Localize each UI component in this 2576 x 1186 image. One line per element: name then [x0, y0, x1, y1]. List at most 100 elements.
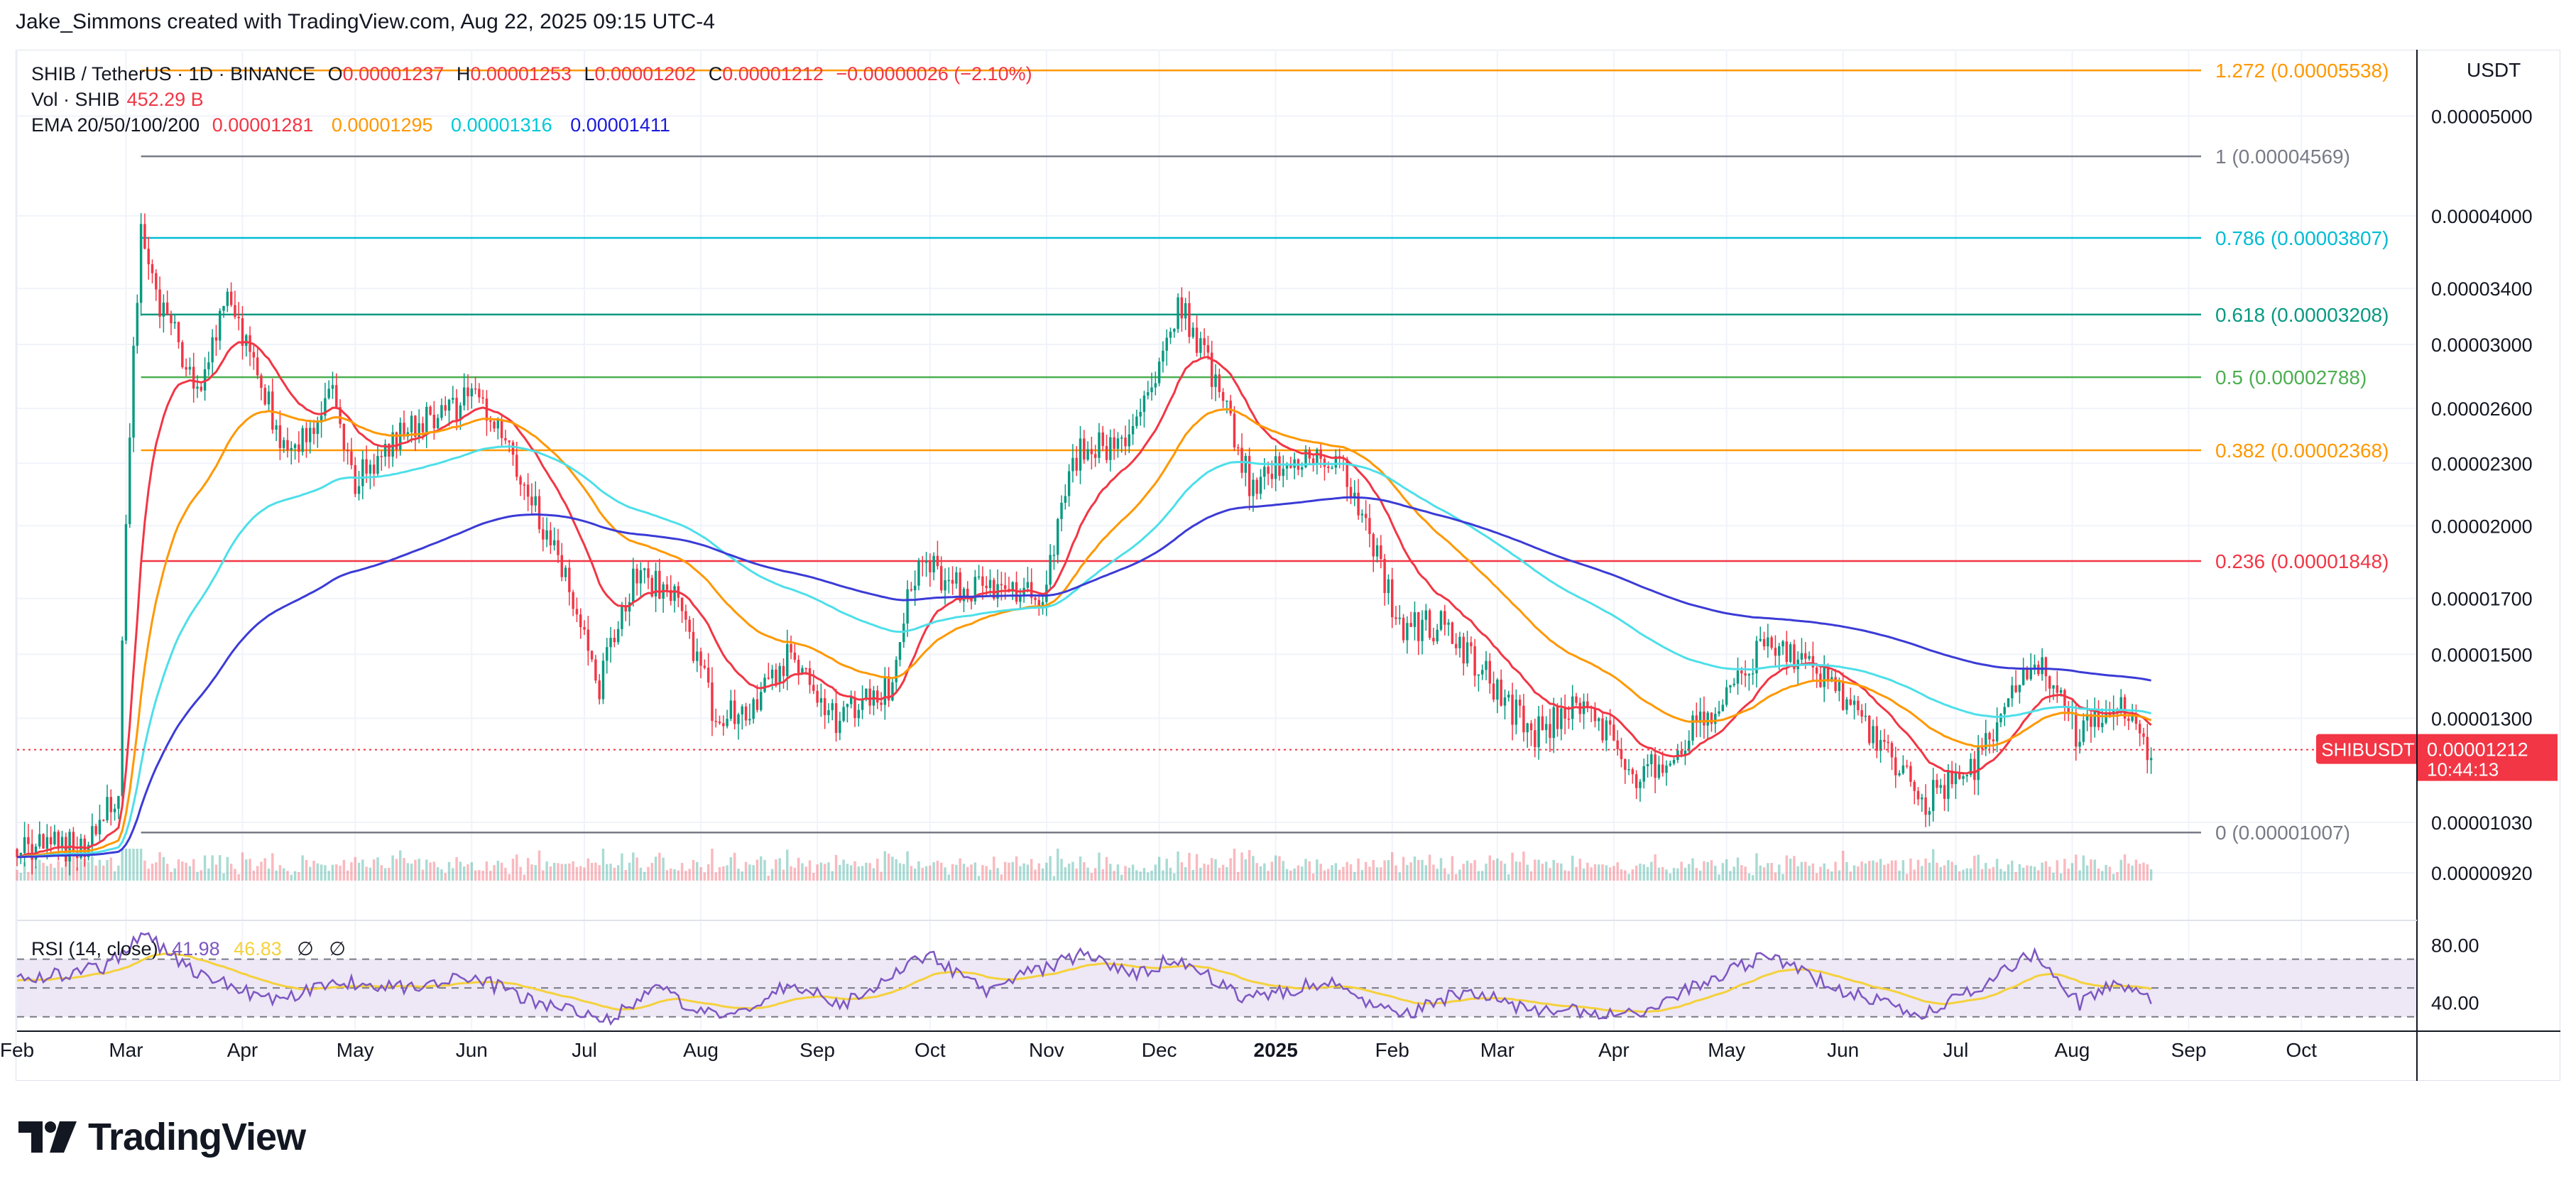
volume-bar — [1180, 862, 1184, 881]
volume-bar — [2070, 863, 2074, 881]
candle-body — [1898, 773, 1901, 776]
candle-body — [1751, 673, 1754, 675]
candle-body — [2052, 685, 2055, 689]
currency-label[interactable]: USDT — [2467, 59, 2521, 81]
volume-bar — [211, 855, 214, 881]
candle-body — [1838, 682, 1841, 692]
candle-body — [601, 660, 605, 700]
volume-bar — [929, 865, 932, 881]
volume-bar — [1147, 872, 1150, 881]
tradingview-logo[interactable]: TradingView — [18, 1115, 306, 1159]
volume-bar — [1289, 870, 1292, 881]
volume-bar — [748, 864, 751, 881]
candle-body — [1402, 617, 1405, 641]
volume-bar — [654, 856, 657, 881]
candle-body — [496, 420, 500, 429]
candle-body — [162, 303, 165, 317]
volume-bar — [1725, 859, 1728, 881]
candle-body — [861, 699, 864, 710]
volume-bar — [1639, 864, 1642, 881]
candle-body — [572, 592, 574, 609]
candle-body — [147, 249, 150, 265]
volume-bar — [1259, 866, 1262, 881]
candle-body — [711, 682, 714, 722]
candle-body — [252, 352, 256, 358]
candle-body — [2063, 690, 2066, 708]
candle-body — [493, 421, 496, 429]
candle-body — [1477, 674, 1480, 676]
candle-body — [290, 447, 293, 450]
volume-bar — [485, 861, 489, 881]
volume-bar — [699, 866, 702, 881]
volume-bar — [670, 868, 672, 881]
volume-bar — [988, 869, 992, 881]
author-credit: Jake_Simmons created with TradingView.co… — [16, 10, 715, 33]
volume-bar — [226, 856, 229, 881]
volume-bar — [959, 858, 961, 881]
candle-body — [380, 456, 383, 457]
volume-bar — [429, 862, 432, 881]
volume-bar — [2056, 860, 2059, 881]
candle-body — [1454, 643, 1458, 648]
legend-symbol[interactable]: SHIB / TetherUS · 1D · BINANCE — [31, 63, 316, 85]
y-tick-label: 0.00005000 — [2431, 106, 2533, 127]
legend-volume-label[interactable]: Vol · SHIB — [31, 89, 120, 110]
volume-bar — [1311, 873, 1315, 881]
candle-body — [673, 586, 676, 602]
volume-bar — [632, 852, 635, 881]
volume-bar — [34, 866, 38, 881]
candle-body — [1210, 352, 1213, 387]
volume-bar — [1962, 869, 1965, 881]
volume-bar — [278, 865, 282, 881]
volume-bar — [1714, 866, 1717, 881]
volume-bar — [331, 864, 334, 881]
candle-body — [1740, 670, 1743, 674]
volume-bar — [200, 870, 203, 881]
candle-body — [2044, 657, 2048, 677]
candle-body — [102, 820, 105, 821]
volume-bar — [421, 869, 425, 881]
legend-change: −0.00000026 (−2.10%) — [836, 63, 1032, 85]
candle-body — [1147, 392, 1150, 396]
candle-body — [489, 420, 492, 422]
volume-bar — [545, 861, 548, 881]
volume-bar — [1101, 869, 1104, 881]
legend-ema-label[interactable]: EMA 20/50/100/200 — [31, 114, 200, 136]
candle-body — [775, 669, 777, 685]
candle-body — [819, 698, 823, 703]
volume-bar — [1150, 870, 1153, 881]
volume-bar — [399, 850, 402, 881]
candle-body — [383, 444, 387, 457]
candle-body — [511, 442, 515, 455]
candle-body — [613, 638, 616, 643]
volume-bar — [665, 870, 669, 881]
legend-open: 0.00001237 — [342, 63, 444, 85]
volume-bar — [741, 871, 743, 881]
volume-bar — [1526, 864, 1529, 881]
volume-bar — [65, 854, 67, 881]
volume-bar — [1451, 856, 1454, 881]
candle-body — [1462, 636, 1465, 664]
volume-bar — [688, 869, 691, 881]
volume-bar — [797, 857, 800, 881]
candle-body — [703, 665, 706, 668]
volume-bar — [2085, 865, 2089, 881]
chart-area[interactable] — [16, 50, 2560, 1081]
volume-bar — [1492, 860, 1495, 881]
candle-body — [670, 589, 672, 602]
volume-bar — [1575, 866, 1578, 881]
volume-bar — [132, 849, 135, 881]
candle-body — [275, 425, 278, 430]
volume-bar — [1195, 854, 1199, 881]
volume-bar — [459, 861, 462, 881]
candle-body — [1067, 471, 1071, 496]
candle-body — [733, 700, 736, 724]
candle-body — [955, 572, 958, 584]
volume-bar — [1515, 861, 1518, 881]
candle-body — [42, 834, 45, 849]
candle-body — [1511, 695, 1514, 725]
candle-body — [222, 305, 225, 311]
candle-body — [470, 388, 473, 397]
legend-ema: EMA 20/50/100/200 0.00001281 0.00001295 … — [31, 112, 1039, 138]
